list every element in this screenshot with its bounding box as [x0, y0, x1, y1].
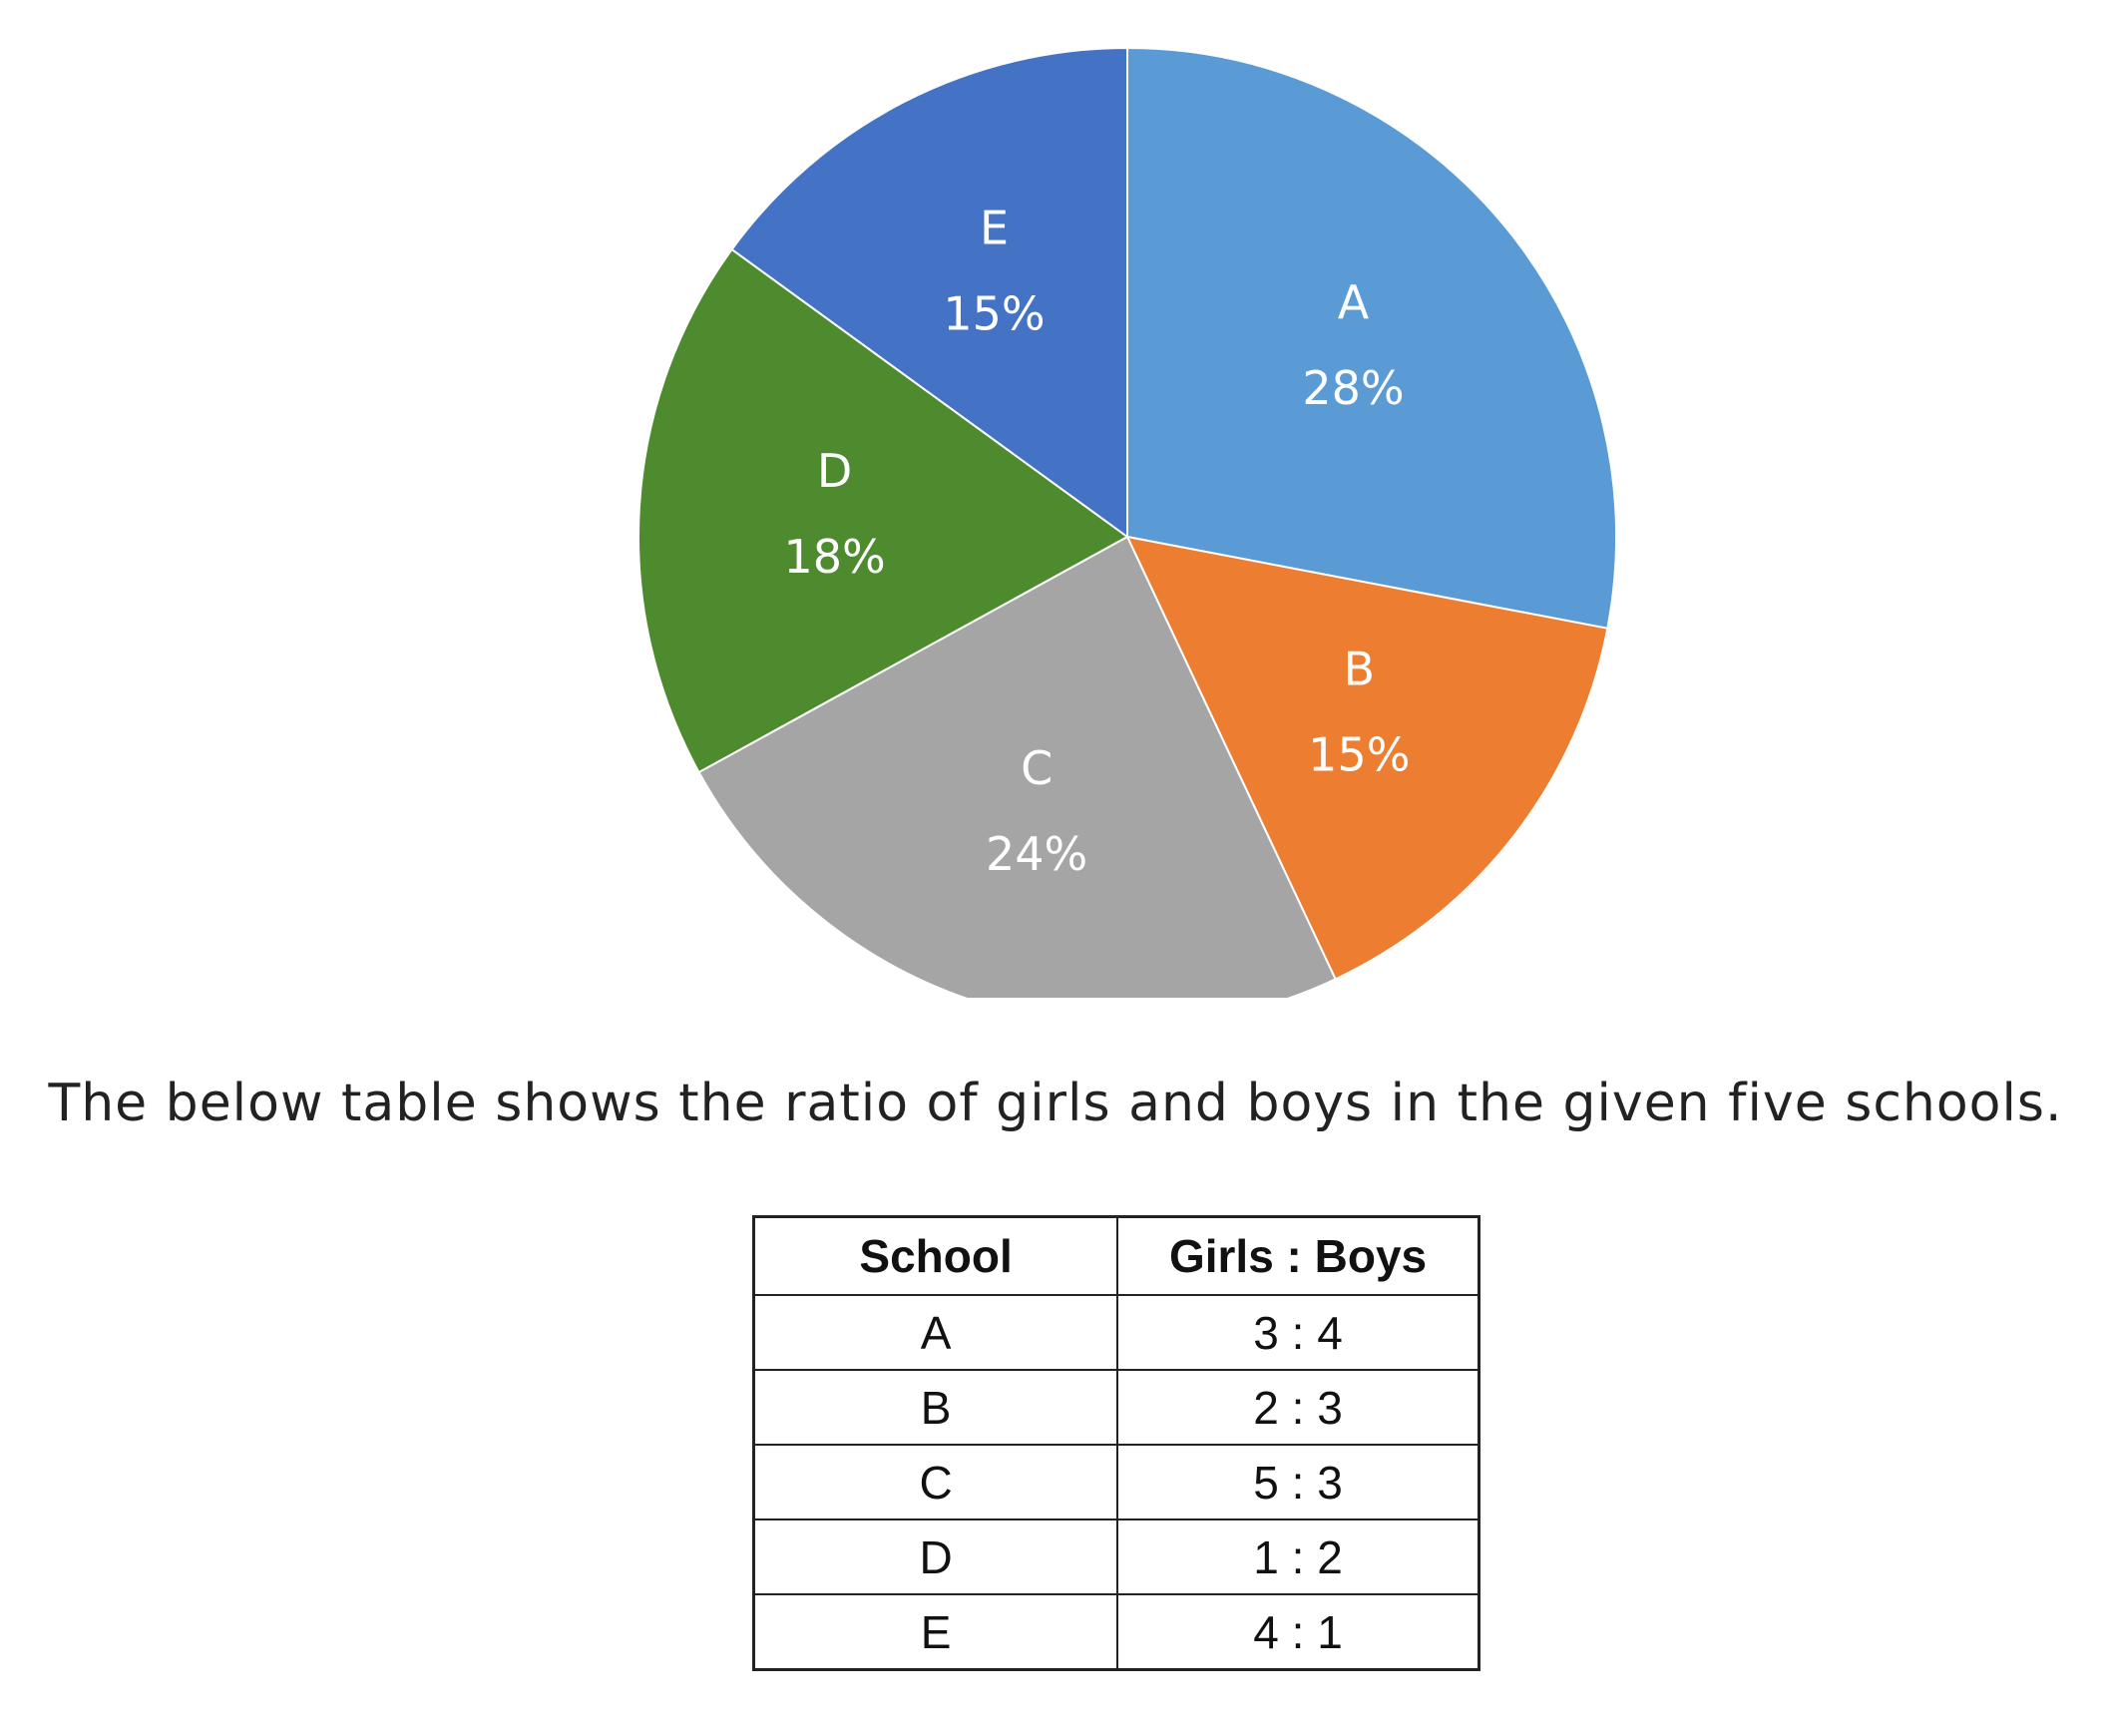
school-cell: E [752, 1593, 1119, 1671]
ratio-cell: 1 : 2 [1116, 1519, 1480, 1595]
pie-slice-e [730, 46, 1128, 539]
slice-name-label: C [1021, 741, 1053, 795]
slice-name-label: A [1338, 275, 1370, 329]
ratio-cell: 3 : 4 [1116, 1294, 1480, 1371]
ratio-table: School Girls : Boys A 3 : 4 B 2 : 3 C 5 … [752, 1215, 1480, 1671]
pie-slice-d [637, 247, 1129, 774]
school-cell: D [752, 1519, 1119, 1595]
table-row: A 3 : 4 [752, 1294, 1480, 1371]
pie-slice-b [1125, 535, 1609, 981]
slice-name-label: B [1344, 643, 1376, 696]
pie-slices [637, 46, 1617, 998]
header-girls-boys: Girls : Boys [1116, 1215, 1480, 1296]
slice-value-label: 28% [1302, 361, 1404, 415]
table-caption: The below table shows the ratio of girls… [48, 1074, 2063, 1133]
table-row: E 4 : 1 [752, 1593, 1480, 1671]
table-row: D 1 : 2 [752, 1519, 1480, 1595]
slice-name-label: E [980, 202, 1009, 255]
slice-value-label: 18% [783, 530, 885, 584]
ratio-cell: 5 : 3 [1116, 1444, 1480, 1520]
slice-value-label: 15% [943, 287, 1045, 341]
pie-chart: A 28% B 15% C 24% D 18% E 15% [637, 46, 1617, 998]
table-row: C 5 : 3 [752, 1444, 1480, 1520]
pie-slice-c [697, 535, 1337, 998]
pie-labels: A 28% B 15% C 24% D 18% E 15% [783, 202, 1410, 882]
slice-name-label: D [817, 444, 852, 498]
school-cell: A [752, 1294, 1119, 1371]
header-school: School [752, 1215, 1119, 1296]
school-cell: C [752, 1444, 1119, 1520]
slice-value-label: 24% [986, 827, 1087, 881]
pie-slice-a [1126, 46, 1617, 630]
ratio-cell: 2 : 3 [1116, 1369, 1480, 1446]
ratio-cell: 4 : 1 [1116, 1593, 1480, 1671]
school-cell: B [752, 1369, 1119, 1446]
table-header-row: School Girls : Boys [752, 1215, 1480, 1296]
table-row: B 2 : 3 [752, 1369, 1480, 1446]
slice-value-label: 15% [1308, 728, 1410, 782]
